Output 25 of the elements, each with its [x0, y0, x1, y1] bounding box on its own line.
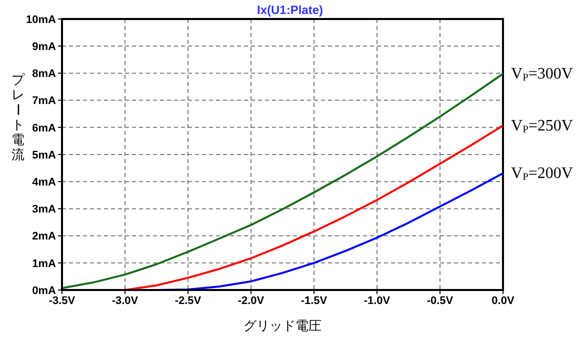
y-tick-label: 3mA	[32, 204, 56, 216]
y-tick-label: 1mA	[32, 258, 56, 270]
y-tick-label: 5mA	[32, 149, 56, 162]
y-tick-label: 9mA	[32, 41, 56, 54]
series-label: V$_{P}$=250V	[511, 118, 574, 136]
y-tick-label: 0mA	[32, 284, 56, 297]
y-tick-label: 4mA	[32, 176, 56, 189]
y-tick-label: 8mA	[32, 68, 56, 80]
y-tick-label: 10mA	[26, 14, 56, 26]
y-tick-label: 7mA	[32, 95, 56, 108]
x-axis-title: グリッド電圧	[244, 319, 322, 334]
y-axis-title: プレート電流	[10, 73, 26, 163]
x-tick-label: -3.0V	[112, 294, 139, 307]
x-tick-label: 0.0V	[492, 294, 515, 307]
series-label: V$_{P}$=300V	[511, 66, 574, 84]
x-tick-label: -2.0V	[238, 294, 265, 307]
y-tick-label: 6mA	[32, 122, 56, 134]
x-tick-label: -1.5V	[300, 294, 328, 307]
y-tick-label: 2mA	[32, 230, 56, 243]
series-label: V$_{P}$=200V	[511, 165, 574, 184]
x-tick-label: -0.5V	[426, 294, 454, 307]
x-tick-label: -2.5V	[174, 294, 202, 307]
x-tick-label: -3.5V	[48, 294, 76, 307]
x-tick-label: -1.0V	[364, 294, 391, 307]
chart-title: Ix(U1:Plate)	[256, 3, 324, 17]
